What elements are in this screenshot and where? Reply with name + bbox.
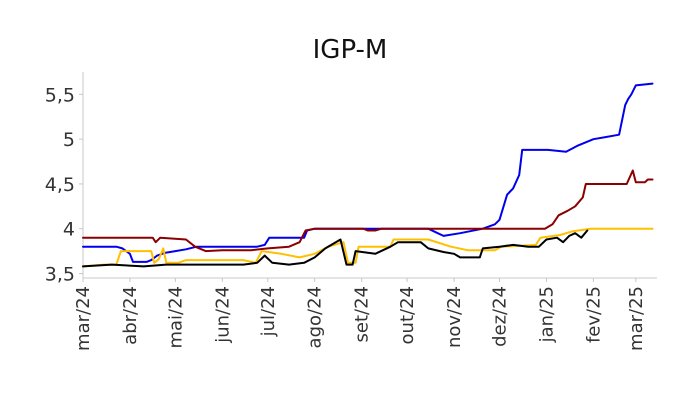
series-line-2 [82, 169, 654, 253]
x-tick-label: mar/25 [626, 286, 647, 351]
x-tick-label: dez/24 [489, 286, 510, 347]
x-tick-label: mai/24 [165, 286, 186, 349]
series-lines [82, 82, 654, 268]
x-tick-label: jul/24 [258, 286, 279, 337]
x-tick-label: nov/24 [444, 286, 465, 348]
x-tick-label: mar/24 [73, 286, 94, 351]
y-tick-label: 5 [63, 129, 75, 151]
x-tick-label: set/24 [352, 286, 373, 342]
y-tick-label: 3,5 [45, 264, 75, 286]
y-tick-label: 4,5 [45, 174, 75, 196]
y-tick-label: 4 [63, 219, 75, 241]
axes [82, 72, 657, 279]
chart-title: IGP-M [313, 35, 388, 65]
y-tick-label: 5,5 [45, 84, 75, 106]
series-line-4 [82, 229, 589, 268]
x-tick-label: ago/24 [305, 286, 326, 348]
series-line-1 [82, 82, 654, 263]
x-tick-label: jan/25 [536, 286, 557, 343]
series-line-3 [82, 227, 654, 268]
x-tick-label: abr/24 [120, 286, 141, 345]
x-tick-label: fev/25 [583, 286, 604, 343]
x-tick-label: out/24 [397, 286, 418, 344]
y-tick-labels: 3,5 4 4,5 5 5,5 [45, 84, 83, 286]
x-tick-labels: mar/24 abr/24 mai/24 jun/24 jul/24 ago/24 set/… [73, 278, 647, 351]
x-tick-label: jun/24 [212, 286, 233, 344]
